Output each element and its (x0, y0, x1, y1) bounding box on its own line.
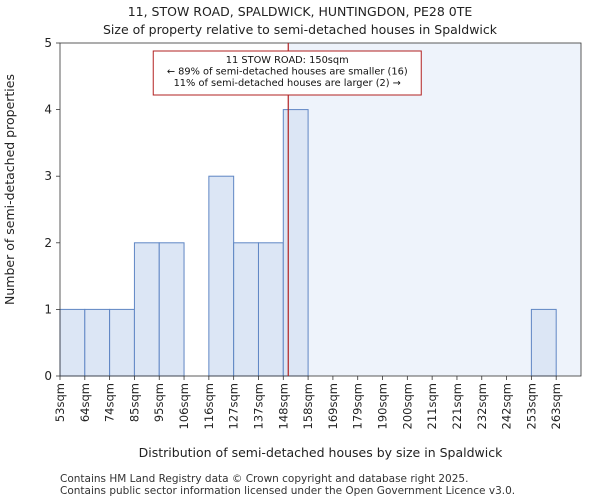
x-tick-label-221sqm: 221sqm (450, 383, 464, 429)
bar-85sqm (133, 242, 160, 377)
x-tick-label-74sqm: 74sqm (103, 383, 117, 422)
x-tick-label-232sqm: 232sqm (475, 383, 489, 429)
bar-74sqm (109, 308, 135, 377)
bar-53sqm (59, 308, 86, 377)
bar-116sqm (208, 175, 235, 377)
bar-64sqm (84, 308, 111, 377)
x-tick-label-64sqm: 64sqm (78, 383, 92, 422)
x-tick-label-253sqm: 253sqm (524, 383, 538, 429)
footer-line-2: Contains public sector information licen… (60, 485, 516, 497)
x-tick-label-106sqm: 106sqm (177, 383, 191, 429)
x-tick-label-137sqm: 137sqm (251, 383, 265, 429)
x-tick-label-200sqm: 200sqm (400, 383, 414, 429)
y-tick-label-4: 4 (44, 103, 52, 117)
x-tick-label-158sqm: 158sqm (301, 383, 315, 429)
bar-95sqm (158, 242, 185, 377)
x-axis-label: Distribution of semi-detached houses by … (139, 445, 503, 460)
chart-subtitle: Size of property relative to semi-detach… (102, 22, 498, 37)
y-tick-label-1: 1 (44, 302, 52, 316)
x-tick-label-53sqm: 53sqm (53, 383, 67, 422)
bar-137sqm (257, 242, 284, 377)
y-tick-label-2: 2 (44, 236, 52, 250)
annotation-line-3: 11% of semi-detached houses are larger (… (174, 78, 401, 89)
x-tick-label-242sqm: 242sqm (500, 383, 514, 429)
y-tick-label-5: 5 (44, 36, 52, 50)
bar-148sqm (282, 109, 309, 377)
annotation-line-1: 11 STOW ROAD: 150sqm (226, 55, 349, 66)
x-tick-label-211sqm: 211sqm (425, 383, 439, 429)
y-axis-label: Number of semi-detached properties (2, 74, 17, 305)
x-tick-label-169sqm: 169sqm (326, 383, 340, 429)
annotation-line-2: ← 89% of semi-detached houses are smalle… (167, 67, 408, 78)
x-tick-label-116sqm: 116sqm (202, 383, 216, 429)
x-tick-label-263sqm: 263sqm (549, 383, 563, 429)
x-tick-label-127sqm: 127sqm (227, 383, 241, 429)
bar-127sqm (233, 242, 259, 377)
x-tick-label-95sqm: 95sqm (152, 383, 166, 422)
x-tick-label-179sqm: 179sqm (351, 383, 365, 429)
chart-title: 11, STOW ROAD, SPALDWICK, HUNTINGDON, PE… (127, 4, 473, 19)
footer-line-1: Contains HM Land Registry data © Crown c… (60, 473, 469, 485)
x-tick-label-148sqm: 148sqm (276, 383, 290, 429)
plot-frame (59, 42, 582, 377)
annotation-box (152, 50, 422, 96)
x-tick-label-190sqm: 190sqm (376, 383, 390, 429)
y-tick-label-0: 0 (44, 369, 52, 383)
bar-253sqm (530, 308, 557, 377)
y-tick-label-3: 3 (44, 169, 52, 183)
x-tick-label-85sqm: 85sqm (127, 383, 141, 422)
